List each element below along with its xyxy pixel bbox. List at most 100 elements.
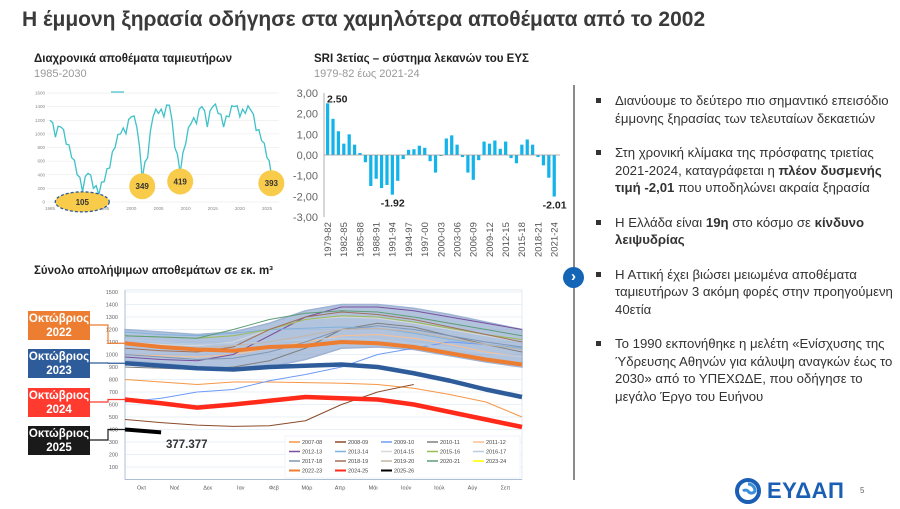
x-tick-label: Απρ xyxy=(335,486,346,492)
y-tick-label: 100 xyxy=(109,465,118,471)
annotation-label: 349 xyxy=(136,182,150,191)
y-tick-label: 0,00 xyxy=(297,150,318,162)
legend-label: 2014-15 xyxy=(394,450,414,456)
x-tick-label: 2000 xyxy=(126,206,137,211)
annotation-label: 419 xyxy=(174,177,188,186)
sri-bar xyxy=(352,144,357,155)
sri-bar xyxy=(369,155,373,186)
series-line-2025-26 xyxy=(124,427,162,435)
sri-bar xyxy=(342,143,346,155)
bullet-bold-text: πλέον δυσμενής τιμή -2,01 xyxy=(615,162,882,196)
sri-bar xyxy=(439,155,443,157)
sri-bar xyxy=(547,155,551,178)
sri-bar xyxy=(433,155,438,173)
sri-bar xyxy=(444,138,448,155)
sri-bar xyxy=(428,155,432,162)
x-tick-label: Φεβ xyxy=(269,486,279,492)
y-tick-label: 1400 xyxy=(35,104,46,109)
sri-bar xyxy=(487,143,492,155)
reservoir-line xyxy=(49,102,272,196)
x-tick-label: 2005 xyxy=(153,206,164,211)
y-tick-label: 800 xyxy=(109,378,118,384)
legend-label: 2024-25 xyxy=(348,469,368,475)
y-tick-label: 0 xyxy=(42,200,45,205)
legend-label: 2023-24 xyxy=(486,459,506,465)
y-tick-label: 700 xyxy=(109,390,118,396)
x-tick-label: Ιούλ xyxy=(434,485,445,492)
bullet-list: Διανύουμε το δεύτερο πιο σημαντικό επεισ… xyxy=(594,92,894,422)
x-tick-label: 1988-91 xyxy=(372,222,383,257)
sri-bar xyxy=(460,155,465,158)
bullet-bold-text: κίνδυνο λειψυδρίας xyxy=(615,214,865,248)
bullet-item: Η Αττική έχει βιώσει μειωμένα αποθέματα … xyxy=(594,266,894,319)
x-tick-label: 1991-94 xyxy=(388,222,399,257)
y-tick-label: 1000 xyxy=(106,353,118,359)
x-tick-label: Νοέ xyxy=(170,485,180,492)
bullet-text: Διανύουμε το δεύτερο πιο σημαντικό επεισ… xyxy=(615,93,889,126)
bullet-text: στο κόσμο σε xyxy=(728,214,815,230)
series-line-2020-21 xyxy=(124,310,523,339)
label-month: Οκτώβριος xyxy=(28,390,90,402)
slide-title: Η έμμονη ξηρασία οδήγησε στα χαμηλότερα … xyxy=(22,8,706,31)
series-line-2016-17 xyxy=(124,337,523,358)
sri-bar xyxy=(477,155,481,161)
legend-label: 2017-18 xyxy=(302,459,322,465)
y-tick-label: 800 xyxy=(37,145,45,150)
bullet-item: Στη χρονική κλίμακα της πρόσφατης τριετί… xyxy=(594,144,894,197)
chart-legend: 2007-08 2008-09 2009-10 2010-11 2011-12 2012-… xyxy=(284,435,521,479)
total-chart-title: Σύνολο απολήψιμων αποθεμάτων σε εκ. m³ xyxy=(34,265,274,277)
sri-bar xyxy=(455,144,459,155)
x-tick-label: 2015-18 xyxy=(517,222,528,257)
october-2025-label: Οκτώβριος 2025 xyxy=(28,426,90,455)
x-tick-label: Μάι xyxy=(369,485,379,492)
legend-label: 2019-20 xyxy=(394,459,414,465)
y-tick-label: 900 xyxy=(109,365,118,371)
y-tick-label: 400 xyxy=(109,428,118,434)
sri-bar xyxy=(482,141,486,155)
series-line-2018-19 xyxy=(124,311,523,353)
legend-label: 2020-21 xyxy=(440,459,460,465)
sri-bar xyxy=(406,149,411,155)
bullet-item: Διανύουμε το δεύτερο πιο σημαντικό επεισ… xyxy=(594,92,894,127)
bullet-item: Η Ελλάδα είναι 19η στο κόσμο σε κίνδυνο … xyxy=(594,214,894,249)
chevron-right-icon[interactable]: › xyxy=(563,267,584,288)
sri-bar xyxy=(423,147,427,155)
y-tick-label: 1400 xyxy=(106,303,118,309)
october-2023-label: Οκτώβριος 2023 xyxy=(28,349,90,378)
legend-box xyxy=(284,435,521,479)
sri-bar xyxy=(347,134,351,155)
legend-label: 2018-19 xyxy=(348,459,368,465)
series-line-2007-08 xyxy=(124,379,523,418)
legend-label: 2022-23 xyxy=(302,469,322,475)
y-tick-label: 300 xyxy=(109,440,118,446)
y-tick-label: 2,00 xyxy=(297,109,318,121)
y-tick-label: 1500 xyxy=(106,290,118,296)
sri-bar xyxy=(466,155,470,173)
sri-bar xyxy=(326,103,330,155)
sri-bar xyxy=(531,144,535,155)
x-tick-label: 2020 xyxy=(235,206,246,211)
label-month: Οκτώβριος xyxy=(28,351,90,363)
reservoir-chart-title: Διαχρονικά αποθέματα ταμιευτήρων xyxy=(34,53,232,65)
sri-bar xyxy=(509,155,513,159)
series-line-2024-25 xyxy=(124,394,523,430)
y-tick-label: 1300 xyxy=(106,315,118,321)
sri-bar xyxy=(363,155,368,163)
annotation-circle xyxy=(129,173,156,200)
legend-label: 2015-16 xyxy=(440,450,460,456)
sri-bar xyxy=(401,155,405,160)
sri-bar xyxy=(412,149,416,155)
y-tick-label: 1000 xyxy=(35,131,46,136)
sri-bar xyxy=(390,155,394,195)
x-tick-label: Ιούν xyxy=(401,485,412,492)
x-tick-label: Αύγ xyxy=(468,485,478,492)
series-line-2013-14 xyxy=(124,326,523,349)
y-tick-label: -3,00 xyxy=(293,212,318,224)
sri-bar xyxy=(385,155,389,185)
bar-data-label: 2.50 xyxy=(327,93,348,105)
bar-data-label: -1.92 xyxy=(381,198,405,210)
x-tick-label: Οκτ xyxy=(137,486,147,492)
sri-bar xyxy=(358,152,362,155)
